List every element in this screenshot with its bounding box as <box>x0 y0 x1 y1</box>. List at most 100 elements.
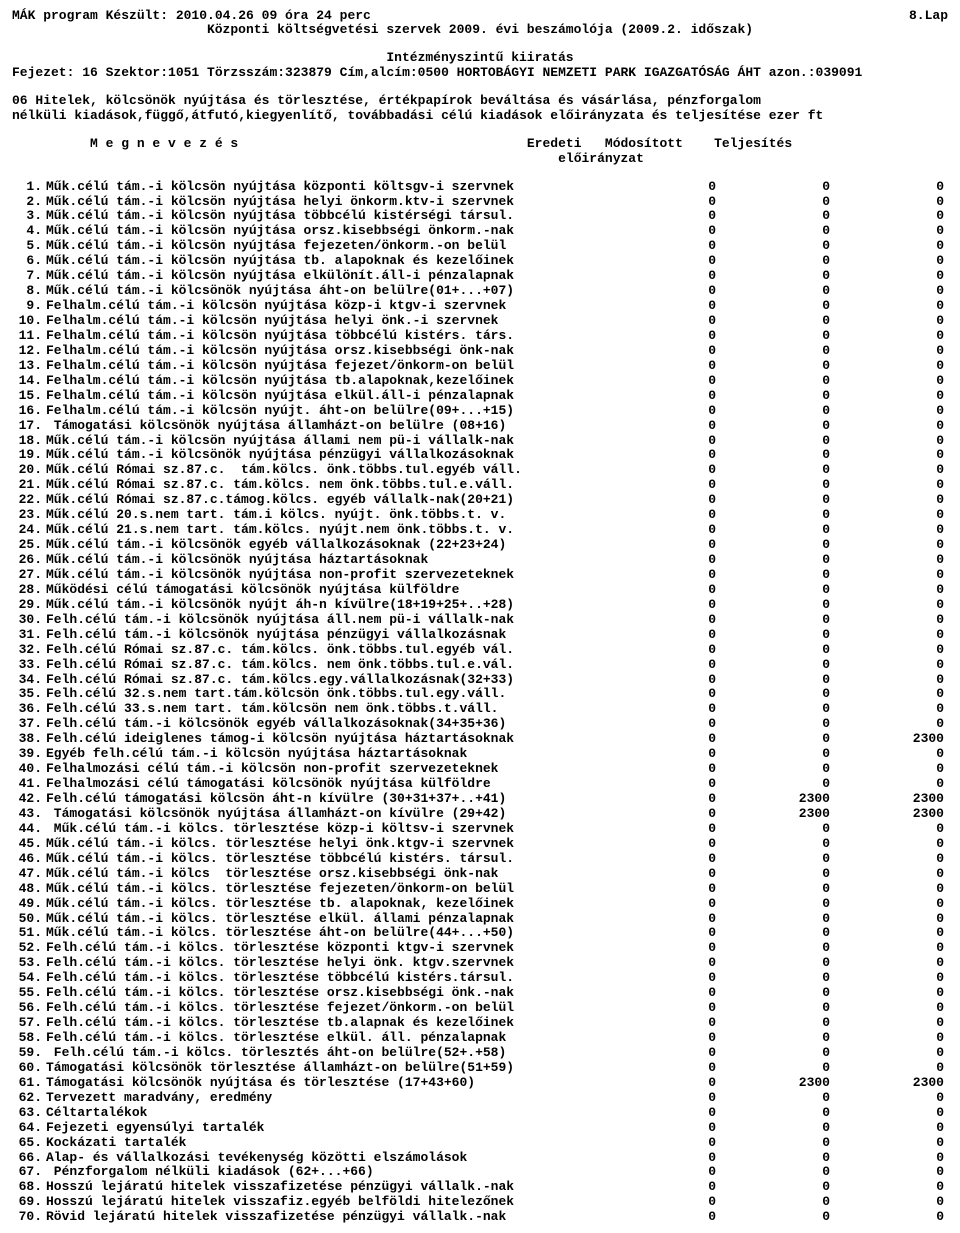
row-value: 0 <box>834 299 948 314</box>
row-value: 0 <box>834 613 948 628</box>
row-label: Egyéb felh.célú tám.-i kölcsön nyújtása … <box>46 747 606 762</box>
row-value: 0 <box>834 284 948 299</box>
row-number: 47. <box>12 867 46 882</box>
table-row: 66.Alap- és vállalkozási tevékenység köz… <box>12 1151 948 1166</box>
row-value: 0 <box>720 329 834 344</box>
subtitle: Központi költségvetési szervek 2009. évi… <box>12 23 948 38</box>
row-label: Felhalm.célú tám.-i kölcsön nyújtása tb.… <box>46 374 606 389</box>
row-value: 0 <box>834 1106 948 1121</box>
row-value: 0 <box>720 852 834 867</box>
row-value: 0 <box>834 1091 948 1106</box>
row-value: 0 <box>606 434 720 449</box>
row-value: 0 <box>606 867 720 882</box>
row-value: 0 <box>720 628 834 643</box>
row-label: Felh.célú tám.-i kölcs. törlesztés áht-o… <box>46 1046 606 1061</box>
row-label: Műk.célú tám.-i kölcsön nyújtása elkülön… <box>46 269 606 284</box>
row-value: 0 <box>834 1031 948 1046</box>
table-row: 39.Egyéb felh.célú tám.-i kölcsön nyújtá… <box>12 747 948 762</box>
row-value: 2300 <box>720 792 834 807</box>
row-value: 0 <box>834 956 948 971</box>
row-number: 19. <box>12 448 46 463</box>
table-row: 10.Felhalm.célú tám.-i kölcsön nyújtása … <box>12 314 948 329</box>
table-row: 16.Felhalm.célú tám.-i kölcsön nyújt. áh… <box>12 404 948 419</box>
row-number: 28. <box>12 583 46 598</box>
table-row: 33.Felh.célú Római sz.87.c. tám.kölcs. n… <box>12 658 948 673</box>
row-value: 2300 <box>720 1076 834 1091</box>
row-number: 8. <box>12 284 46 299</box>
table-row: 30.Felh.célú tám.-i kölcsönök nyújtása á… <box>12 613 948 628</box>
row-value: 0 <box>720 1151 834 1166</box>
row-value: 0 <box>834 389 948 404</box>
row-value: 0 <box>720 1091 834 1106</box>
row-value: 0 <box>720 956 834 971</box>
row-number: 6. <box>12 254 46 269</box>
row-number: 2. <box>12 195 46 210</box>
table-row: 44. Műk.célú tám.-i kölcs. törlesztése k… <box>12 822 948 837</box>
row-value: 0 <box>720 180 834 195</box>
table-row: 22.Műk.célú Római sz.87.c.támog.kölcs. e… <box>12 493 948 508</box>
row-value: 0 <box>606 269 720 284</box>
row-label: Műk.célú tám.-i kölcsön nyújtása helyi ö… <box>46 195 606 210</box>
row-label: Felh.célú tám.-i kölcs. törlesztése közp… <box>46 941 606 956</box>
row-number: 44. <box>12 822 46 837</box>
table-row: 9.Felhalm.célú tám.-i kölcsön nyújtása k… <box>12 299 948 314</box>
row-value: 0 <box>606 209 720 224</box>
row-label: Műk.célú 21.s.nem tart. tám.kölcs. nyújt… <box>46 523 606 538</box>
row-label: Felhalm.célú tám.-i kölcsön nyújtása fej… <box>46 359 606 374</box>
table-row: 58.Felh.célú tám.-i kölcs. törlesztése e… <box>12 1031 948 1046</box>
row-value: 0 <box>606 807 720 822</box>
table-row: 27.Műk.célú tám.-i kölcsönök nyújtása no… <box>12 568 948 583</box>
row-value: 0 <box>720 762 834 777</box>
row-value: 0 <box>606 1121 720 1136</box>
table-row: 15.Felhalm.célú tám.-i kölcsön nyújtása … <box>12 389 948 404</box>
row-value: 0 <box>606 1076 720 1091</box>
row-value: 0 <box>720 195 834 210</box>
row-value: 0 <box>720 702 834 717</box>
table-row: 8.Műk.célú tám.-i kölcsönök nyújtása áht… <box>12 284 948 299</box>
row-label: Felh.célú támogatási kölcsön áht-n kívül… <box>46 792 606 807</box>
row-value: 0 <box>720 867 834 882</box>
row-value: 0 <box>606 239 720 254</box>
row-value: 0 <box>606 598 720 613</box>
row-value: 0 <box>834 1121 948 1136</box>
row-label: Felh.célú tám.-i kölcs. törlesztése hely… <box>46 956 606 971</box>
row-number: 67. <box>12 1165 46 1180</box>
row-number: 45. <box>12 837 46 852</box>
row-number: 22. <box>12 493 46 508</box>
row-value: 0 <box>720 971 834 986</box>
row-value: 0 <box>720 523 834 538</box>
row-value: 0 <box>606 359 720 374</box>
row-value: 0 <box>720 1180 834 1195</box>
row-value: 0 <box>606 658 720 673</box>
row-value: 0 <box>834 941 948 956</box>
row-value: 0 <box>720 1210 834 1225</box>
row-value: 0 <box>720 1195 834 1210</box>
row-number: 38. <box>12 732 46 747</box>
table-row: 34.Felh.célú Római sz.87.c. tám.kölcs.eg… <box>12 673 948 688</box>
row-number: 69. <box>12 1195 46 1210</box>
row-value: 0 <box>834 1016 948 1031</box>
row-value: 0 <box>606 180 720 195</box>
row-value: 0 <box>606 837 720 852</box>
row-value: 0 <box>606 628 720 643</box>
row-label: Műk.célú tám.-i kölcsönök nyújtása pénzü… <box>46 448 606 463</box>
row-value: 0 <box>720 419 834 434</box>
row-label: Felh.célú 33.s.nem tart. tám.kölcsön nem… <box>46 702 606 717</box>
row-label: Műk.célú tám.-i kölcs. törlesztése tb. a… <box>46 897 606 912</box>
row-number: 70. <box>12 1210 46 1225</box>
row-number: 43. <box>12 807 46 822</box>
table-row: 28.Működési célú támogatási kölcsönök ny… <box>12 583 948 598</box>
row-value: 0 <box>606 897 720 912</box>
row-value: 0 <box>606 971 720 986</box>
row-value: 0 <box>606 374 720 389</box>
row-label: Pénzforgalom nélküli kiadások (62+...+66… <box>46 1165 606 1180</box>
row-number: 33. <box>12 658 46 673</box>
row-value: 0 <box>720 658 834 673</box>
row-label: Felh.célú tám.-i kölcs. törlesztése tb.a… <box>46 1016 606 1031</box>
row-label: Műk.célú tám.-i kölcsön nyújtása orsz.ki… <box>46 224 606 239</box>
row-label: Felhalmozási célú tám.-i kölcsön non-pro… <box>46 762 606 777</box>
row-number: 55. <box>12 986 46 1001</box>
row-value: 0 <box>720 1121 834 1136</box>
row-value: 0 <box>834 762 948 777</box>
row-value: 0 <box>720 434 834 449</box>
